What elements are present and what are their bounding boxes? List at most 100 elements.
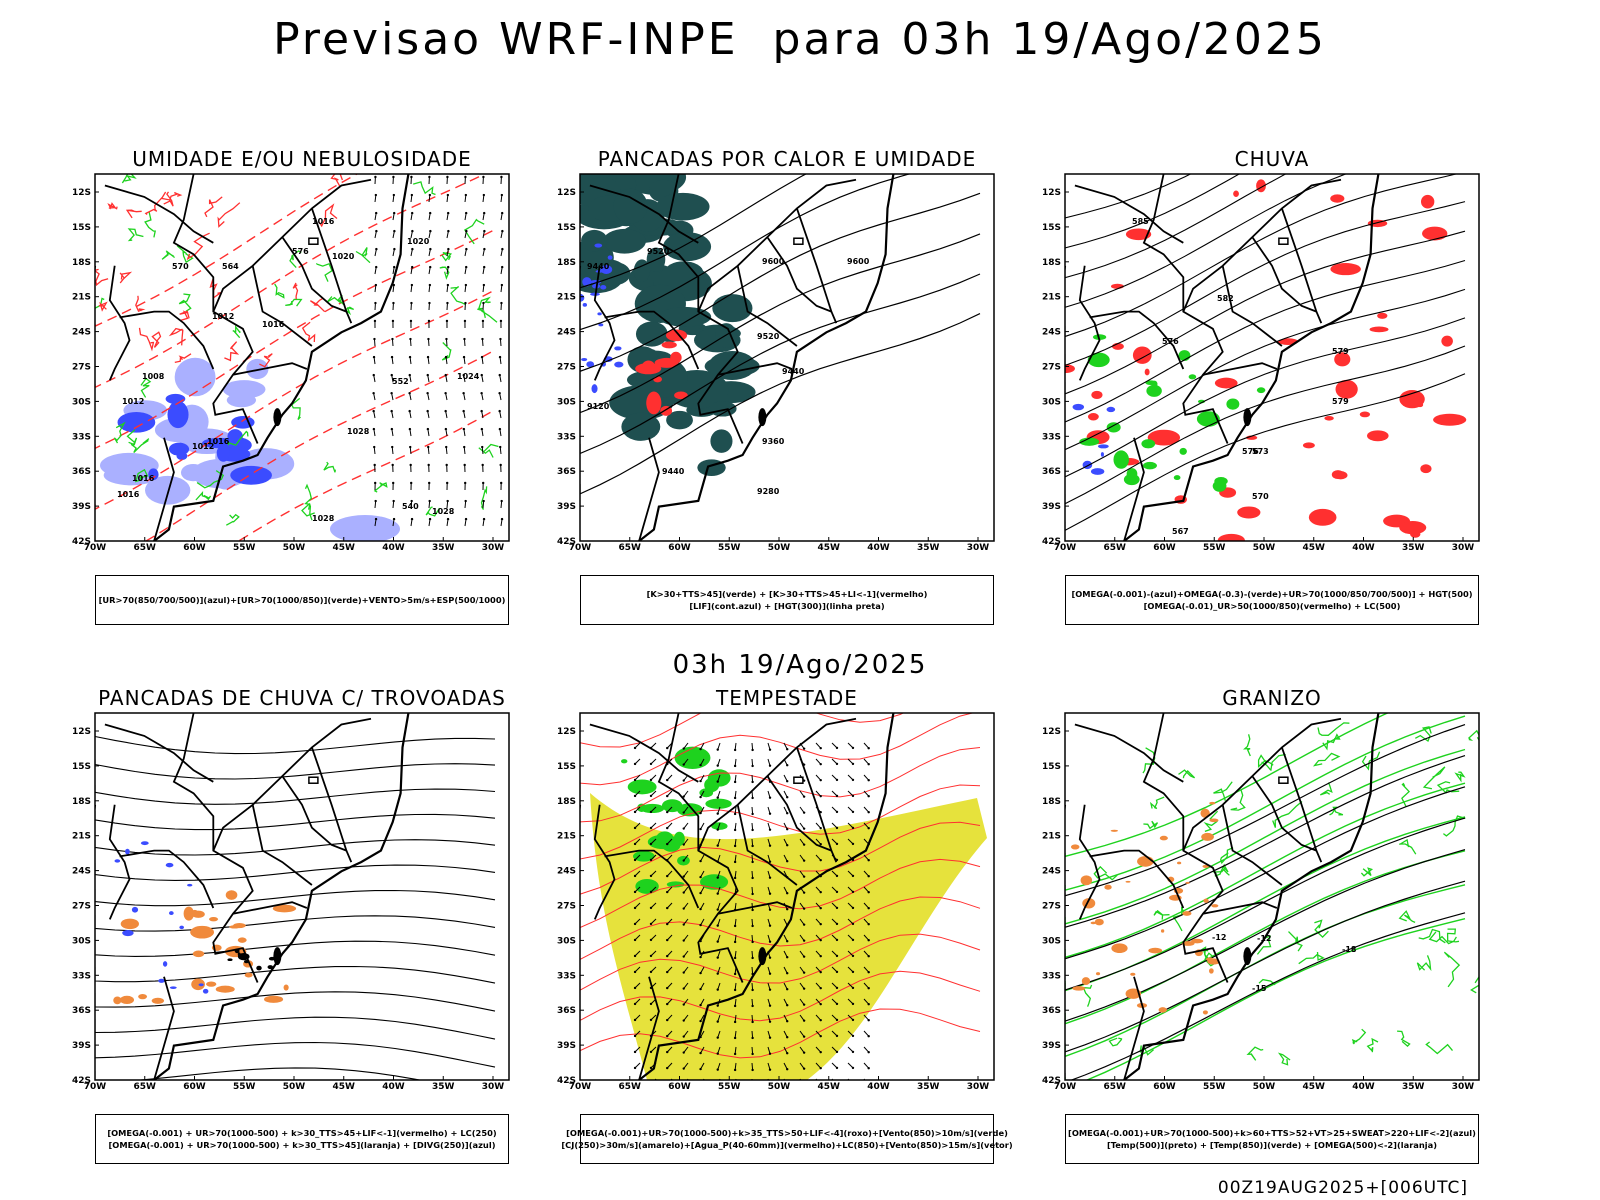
shaded-area xyxy=(581,229,608,252)
shaded-area xyxy=(256,965,262,971)
lon-label: 45W xyxy=(818,1082,841,1092)
contour-line xyxy=(1065,715,1466,891)
contour-line xyxy=(580,896,981,960)
wind-vector-head xyxy=(851,778,855,782)
caption-line-1: [UR>70(850/700/500)](azul)+[UR>70(1000/8… xyxy=(98,595,506,605)
shaded-area xyxy=(1095,972,1101,976)
wind-vector-head xyxy=(786,748,789,751)
shaded-area xyxy=(1202,1010,1208,1015)
contour-label: 9360 xyxy=(762,437,785,446)
shaded-area xyxy=(655,831,674,847)
wind-vector-head xyxy=(751,1036,754,1040)
wind-vector-head xyxy=(851,842,855,846)
wind-vector-head xyxy=(851,954,855,958)
wind-vector-head xyxy=(682,827,685,830)
border-line xyxy=(657,174,744,444)
contour-label: 1020 xyxy=(332,252,355,261)
wind-vector-head xyxy=(835,842,839,846)
contour-squiggle xyxy=(330,174,344,187)
contour-label: -12 xyxy=(1257,934,1271,943)
lat-label: 12S xyxy=(557,188,576,198)
shaded-area xyxy=(1092,334,1107,340)
wind-vector-head xyxy=(751,1020,754,1024)
contour-squiggle xyxy=(1142,747,1156,774)
contour-line xyxy=(1065,782,1466,959)
wind-vector-head xyxy=(428,193,432,197)
wind-vector-head xyxy=(374,499,377,503)
map-frame xyxy=(1064,173,1480,542)
shaded-area xyxy=(191,910,205,918)
border-line xyxy=(119,310,215,370)
wind-vector-head xyxy=(867,970,870,974)
contour-line xyxy=(144,349,496,541)
shaded-area xyxy=(704,777,720,793)
shaded-area xyxy=(215,985,235,993)
contour-line xyxy=(1065,174,1459,338)
wind-vector-head xyxy=(649,762,653,766)
border-line xyxy=(1089,849,1185,909)
contour-squiggle xyxy=(225,513,240,526)
shaded-area xyxy=(581,357,588,362)
contour-line xyxy=(1065,174,1348,308)
wind-vector-head xyxy=(751,844,754,848)
wind-vector-head xyxy=(500,211,504,215)
wind-vector-head xyxy=(835,954,839,958)
contour-line xyxy=(1065,755,1466,928)
wind-vector-head xyxy=(819,906,822,910)
wind-vector-head xyxy=(682,971,685,974)
lon-label: 30W xyxy=(967,543,990,553)
wind-vector-head xyxy=(633,1002,637,1006)
contour-line xyxy=(1065,230,1466,395)
shaded-area xyxy=(663,232,712,262)
wind-vector-head xyxy=(819,938,822,942)
wind-vector-head xyxy=(768,924,772,927)
wind-vector-head xyxy=(428,283,432,287)
lat-label: 15S xyxy=(1042,223,1061,233)
shaded-area xyxy=(710,429,733,453)
shaded-area xyxy=(1148,947,1163,954)
wind-vector-head xyxy=(835,922,839,926)
wind-vector-head xyxy=(633,954,637,958)
wind-vector-head xyxy=(464,175,467,179)
wind-vector-head xyxy=(733,988,737,992)
wind-vector-head xyxy=(649,842,653,846)
shaded-area xyxy=(138,993,148,1000)
wind-vector-head xyxy=(446,175,449,179)
contour-line xyxy=(95,228,496,450)
lat-label: 21S xyxy=(1042,832,1061,842)
contour-label: 1028 xyxy=(432,507,455,516)
wind-vector-head xyxy=(867,746,870,750)
wind-vector-head xyxy=(375,247,378,251)
shaded-area xyxy=(216,445,230,462)
wind-vector-head xyxy=(835,762,839,766)
shaded-area xyxy=(264,995,284,1003)
wind-vector-head xyxy=(393,265,396,269)
caption-line-1: [OMEGA(-0.001)-(azul)+OMEGA(-0.3)-(verde… xyxy=(1071,589,1473,599)
lat-label: 12S xyxy=(1042,727,1061,737)
wind-vector-head xyxy=(716,1004,719,1007)
lat-label: 42S xyxy=(557,1076,576,1086)
contour-squiggle xyxy=(1312,752,1341,767)
border-line xyxy=(638,437,660,541)
border-line xyxy=(232,362,308,376)
contour-squiggle xyxy=(441,342,452,361)
shaded-area xyxy=(148,468,159,481)
contour-line xyxy=(95,1016,496,1040)
wind-vector-head xyxy=(802,955,806,958)
wind-vector-head xyxy=(682,1035,685,1038)
shaded-area xyxy=(151,997,165,1004)
wind-vector-head xyxy=(483,247,486,251)
shaded-area xyxy=(1421,194,1435,209)
contour-line xyxy=(580,233,981,414)
contour-squiggle xyxy=(1202,949,1215,967)
lon-label: 60W xyxy=(1153,543,1176,553)
wind-vector-head xyxy=(768,860,772,863)
lon-label: 70W xyxy=(84,543,107,553)
shaded-area xyxy=(169,986,177,989)
wind-vector-head xyxy=(682,859,685,862)
lon-label: 70W xyxy=(84,1082,107,1092)
contour-squiggle xyxy=(1178,769,1196,779)
shaded-area xyxy=(1197,399,1206,404)
wind-vector-head xyxy=(802,827,806,830)
contour-squiggle xyxy=(217,202,241,228)
